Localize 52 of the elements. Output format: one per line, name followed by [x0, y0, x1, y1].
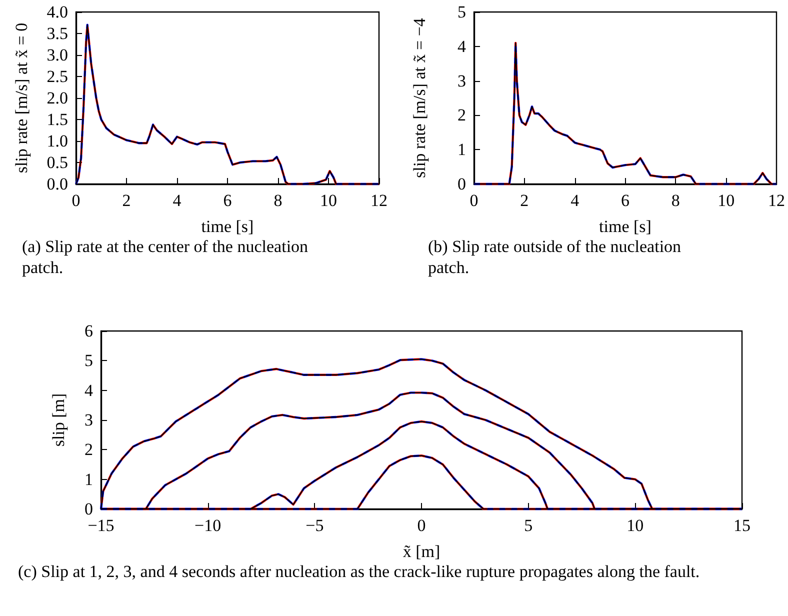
y-tick-label: 4 [84, 380, 94, 400]
x-tick-label: 10 [718, 191, 735, 210]
y-tick-label: 0 [458, 174, 466, 194]
y-axis-title: slip [m] [49, 393, 68, 447]
x-tick-label: 10 [626, 516, 644, 535]
y-tick-label: 5 [84, 351, 93, 370]
x-axis-title: x̃ [m] [402, 542, 440, 561]
x-tick-label: −15 [88, 516, 114, 535]
y-tick-label: 1 [84, 470, 93, 489]
x-tick-label: 12 [768, 191, 785, 210]
y-tick-label: 3.0 [46, 46, 68, 64]
y-tick-label: 2.5 [46, 67, 68, 86]
y-tick-label: 1.0 [46, 132, 68, 150]
y-axis-title: slip rate [m/s] at x̃ = 0 [12, 22, 31, 174]
x-tick-label: 15 [734, 516, 750, 535]
x-tick-label: −10 [194, 516, 222, 535]
y-tick-label: 2.0 [46, 88, 68, 108]
x-tick-label: 0 [72, 191, 80, 210]
x-tick-label: 12 [370, 191, 388, 210]
x-tick-label: 0 [417, 516, 426, 535]
y-tick-label: 0.0 [46, 174, 68, 194]
y-tick-label: 4 [458, 36, 466, 56]
y-tick-label: 2 [84, 440, 93, 460]
y-tick-label: 0.5 [46, 153, 68, 172]
x-axis-title: time [s] [599, 217, 652, 236]
y-tick-label: 5 [458, 2, 466, 22]
x-tick-label: 0 [470, 191, 478, 210]
x-tick-label: 6 [621, 191, 630, 210]
x-tick-label: 2 [520, 191, 529, 210]
x-tick-label: −5 [306, 516, 324, 535]
y-tick-label: 3 [458, 71, 466, 90]
text: (a) Slip rate at the center of the nucleation patch. [22, 237, 312, 277]
x-tick-label: 8 [274, 191, 282, 210]
y-tick-label: 6 [84, 322, 93, 340]
x-tick-label: 4 [570, 191, 580, 210]
y-tick-label: 1.5 [46, 110, 68, 129]
x-tick-label: 6 [223, 191, 232, 210]
x-tick-label: 5 [524, 516, 533, 535]
y-tick-label: 3.5 [46, 24, 68, 43]
text: (b) Slip rate outside of the nucleation patch. [428, 237, 686, 277]
x-tick-label: 2 [122, 191, 131, 210]
x-tick-label: 10 [320, 191, 337, 210]
y-axis-title: slip rate [m/s] at x̃ = −4 [410, 18, 429, 178]
y-tick-label: 0 [84, 500, 93, 518]
y-tick-label: 3 [84, 410, 93, 430]
y-tick-label: 4.0 [46, 2, 68, 22]
x-axis-title: time [s] [201, 217, 254, 236]
y-tick-label: 1 [458, 140, 466, 160]
text: (c) Slip at 1, 2, 3, and 4 seconds after nucleation as the crack-like rupture propagates along the fault. [18, 562, 700, 581]
x-tick-label: 4 [172, 191, 182, 210]
y-tick-label: 2 [458, 106, 466, 125]
x-tick-label: 8 [671, 191, 680, 210]
